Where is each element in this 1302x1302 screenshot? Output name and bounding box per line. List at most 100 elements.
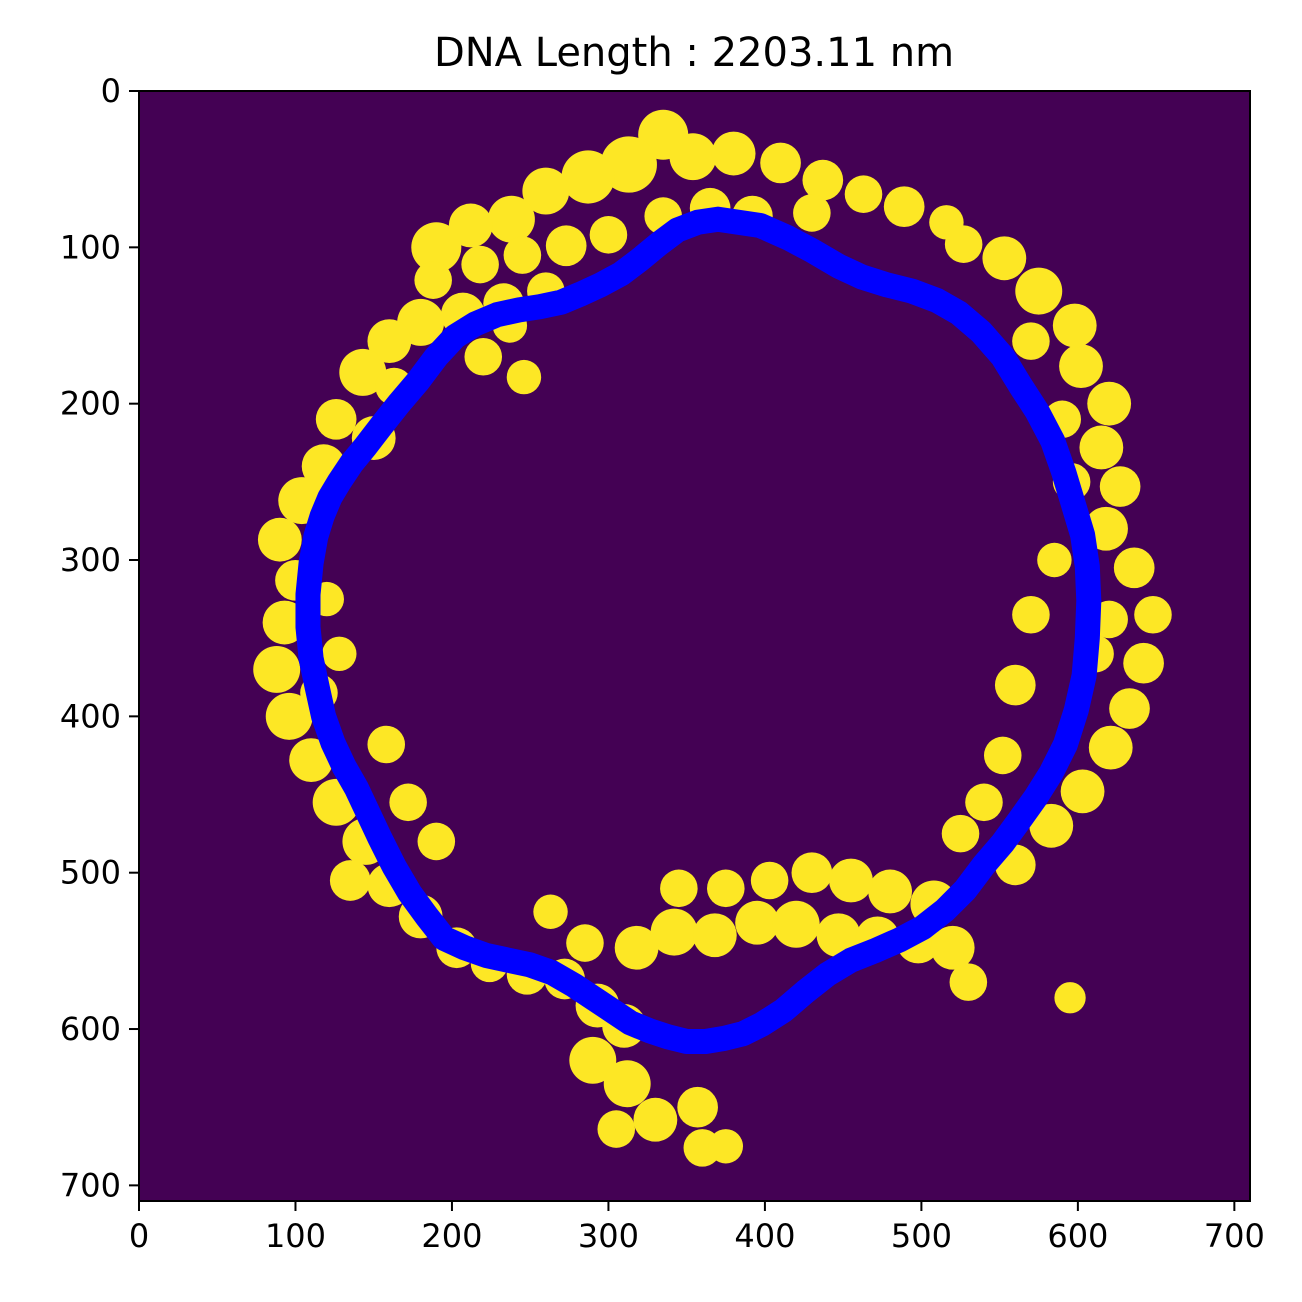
mask-blob <box>448 203 493 248</box>
plot-area <box>139 91 1250 1201</box>
contour-line <box>295 206 1102 1055</box>
x-tick-label: 600 <box>1047 1217 1108 1255</box>
mask-blob <box>944 225 983 263</box>
mask-blob <box>569 1036 617 1084</box>
mask-blob <box>677 1086 718 1128</box>
mask-blob <box>772 900 820 948</box>
mask-blob <box>589 216 628 254</box>
mask-blob <box>1134 595 1172 634</box>
mask-blob <box>414 261 452 299</box>
mask-blob <box>1052 303 1097 348</box>
mask-blob <box>1054 982 1086 1014</box>
x-tick-label: 300 <box>578 1217 639 1255</box>
x-tick-label: 700 <box>1204 1217 1265 1255</box>
mask-blob <box>965 783 1003 822</box>
mask-blob <box>262 600 307 645</box>
mask-blob <box>750 861 789 900</box>
mask-blob <box>265 692 313 740</box>
mask-blob <box>791 852 833 894</box>
mask-blob <box>735 900 779 945</box>
mask-blob <box>253 645 301 693</box>
mask-blob <box>1012 595 1050 634</box>
mask-blob <box>844 175 883 213</box>
y-tick-label: 0 <box>101 72 121 110</box>
y-tick-label: 200 <box>60 385 121 423</box>
mask-blob <box>793 194 831 232</box>
mask-blob <box>708 1129 744 1164</box>
mask-blob <box>487 195 535 243</box>
mask-blob <box>941 814 980 853</box>
y-tick-label: 400 <box>60 697 121 735</box>
mask-blob <box>669 133 717 181</box>
mask-blob <box>1109 688 1150 729</box>
mask-blob <box>760 142 801 184</box>
mask-blob <box>829 858 873 903</box>
mask-blob <box>692 913 737 958</box>
y-tick-label: 500 <box>60 854 121 892</box>
x-tick-label: 400 <box>734 1217 795 1255</box>
mask-blob <box>417 822 456 861</box>
mask-blob <box>707 869 745 908</box>
mask-blob <box>597 1110 636 1148</box>
dna-mask <box>253 109 1172 1167</box>
mask-blob <box>1099 466 1141 507</box>
mask-blob <box>614 925 659 970</box>
x-tick-label: 500 <box>891 1217 952 1255</box>
y-tick-label: 700 <box>60 1166 121 1204</box>
mask-blob <box>339 348 387 396</box>
mask-blob <box>411 222 462 273</box>
mask-blob <box>367 725 406 764</box>
mask-blob <box>1079 425 1124 470</box>
mask-blob <box>464 337 503 376</box>
mask-blob <box>461 245 499 284</box>
mask-blob <box>503 236 542 274</box>
mask-blob <box>949 963 988 1001</box>
mask-blob <box>566 924 604 962</box>
mask-blob <box>994 664 1036 706</box>
mask-blob <box>322 636 357 672</box>
mask-blob <box>257 517 302 562</box>
mask-blob <box>1059 344 1103 389</box>
mask-blob <box>545 225 587 267</box>
mask-blob <box>389 783 427 822</box>
mask-blob <box>1037 542 1072 578</box>
mask-blob <box>633 1097 678 1142</box>
y-tick-label: 600 <box>60 1010 121 1048</box>
y-tick-label: 100 <box>60 228 121 266</box>
dna-contour <box>295 206 1102 1055</box>
x-axis: 0 100 200 300 400 500 600 700 <box>129 1201 1265 1255</box>
mask-blob <box>289 738 334 783</box>
plot-frame <box>138 90 1251 1202</box>
mask-blob <box>533 894 568 929</box>
mask-blob <box>561 150 615 204</box>
mask-blob <box>329 860 371 901</box>
mask-blob <box>1012 322 1050 360</box>
mask-blob <box>983 736 1022 775</box>
x-tick-label: 0 <box>129 1217 149 1255</box>
mask-blob <box>1060 769 1105 814</box>
mask-blob <box>1015 267 1063 315</box>
mask-blob <box>603 1060 651 1108</box>
mask-blob <box>315 398 357 440</box>
y-axis: 0 100 200 300 400 500 600 700 <box>60 72 139 1204</box>
mask-blob <box>600 136 657 193</box>
mask-blob <box>930 925 975 970</box>
mask-blob <box>816 913 861 958</box>
mask-blob <box>883 186 925 228</box>
mask-blob <box>660 869 698 908</box>
mask-blob <box>1113 547 1155 589</box>
mask-blob <box>711 131 756 176</box>
mask-blob <box>802 159 844 201</box>
chart-title: DNA Length : 2203.11 nm <box>434 30 954 76</box>
mask-blob <box>1029 803 1074 848</box>
mask-blob <box>367 319 412 364</box>
mask-blob <box>1087 381 1132 426</box>
x-tick-label: 100 <box>265 1217 326 1255</box>
y-tick-label: 300 <box>60 541 121 579</box>
mask-blob <box>868 869 913 914</box>
mask-blob <box>506 359 542 395</box>
mask-blob <box>522 167 570 215</box>
mask-blob <box>982 236 1027 281</box>
mask-blob <box>1123 642 1164 684</box>
